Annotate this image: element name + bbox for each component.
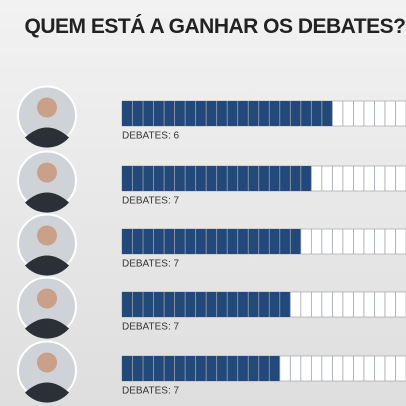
row-label: DEBATES: 7 — [122, 259, 179, 270]
avatar-body — [25, 255, 69, 276]
avatar-body — [25, 127, 69, 148]
avatar-body — [25, 382, 69, 403]
row-label: DEBATES: 7 — [122, 196, 179, 207]
avatar-head — [37, 288, 57, 309]
row-label: DEBATES: 7 — [122, 386, 179, 397]
chart-title: QUEM ESTÁ A GANHAR OS DEBATES? — [25, 15, 406, 38]
avatar-body — [25, 192, 69, 213]
bar — [122, 229, 301, 254]
avatar-body — [25, 318, 69, 339]
avatar-head — [37, 352, 57, 373]
avatar-head — [37, 97, 57, 118]
avatar-head — [37, 225, 57, 246]
bar — [122, 356, 280, 381]
row-label: DEBATES: 6 — [122, 131, 179, 142]
avatar-head — [37, 162, 57, 183]
row-label: DEBATES: 7 — [122, 322, 179, 333]
